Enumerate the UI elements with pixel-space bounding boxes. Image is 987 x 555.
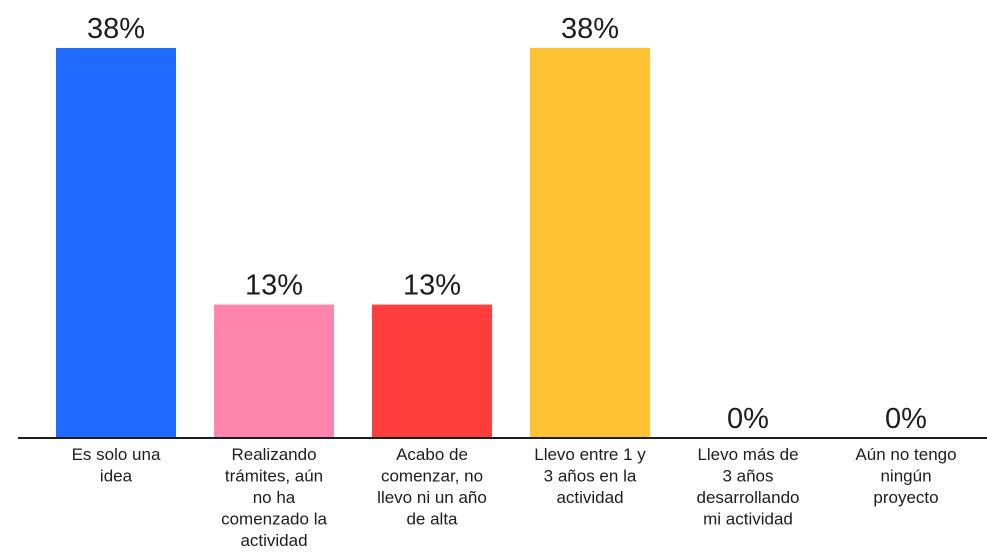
bar-4 — [530, 48, 650, 438]
value-label-1: 38% — [87, 13, 145, 45]
bars-layer — [56, 48, 650, 438]
category-labels-layer: Es solo una idea Realizando trámites, aún no… — [72, 445, 957, 550]
category-label-line: Llevo entre 1 y — [534, 445, 646, 464]
category-label-line: 3 años — [722, 467, 773, 486]
category-label-line: llevo ni un año — [377, 488, 487, 507]
category-label-1: Es solo una idea — [72, 445, 161, 486]
category-label-line: actividad — [556, 488, 623, 507]
category-label-3: Acabo de comenzar, no llevo ni un año de al… — [377, 445, 487, 529]
category-label-line: ningún — [880, 467, 931, 486]
category-label-6: Aún no tengo ningún proyecto — [855, 445, 956, 507]
category-label-4: Llevo entre 1 y 3 años en la actividad — [534, 445, 646, 507]
category-label-line: Es solo una — [72, 445, 161, 464]
bar-2 — [214, 304, 334, 438]
category-label-line: comenzar, no — [381, 467, 483, 486]
value-labels-layer: 38% 13% 13% 38% 0% 0% — [87, 13, 927, 435]
category-label-line: Aún no tengo — [855, 445, 956, 464]
value-label-2: 13% — [245, 270, 303, 302]
category-label-line: actividad — [240, 531, 307, 550]
value-label-6: 0% — [885, 403, 927, 435]
category-label-line: desarrollando — [696, 488, 799, 507]
category-label-line: comenzado la — [221, 510, 327, 529]
category-label-line: Realizando — [231, 445, 316, 464]
category-label-5: Llevo más de 3 años desarrollando mi activi… — [696, 445, 799, 529]
category-label-line: Llevo más de — [697, 445, 798, 464]
category-label-line: idea — [100, 467, 133, 486]
bar-3 — [372, 304, 492, 438]
value-label-4: 38% — [561, 13, 619, 45]
category-label-2: Realizando trámites, aún no ha comenzado la… — [221, 445, 327, 550]
category-label-line: no ha — [253, 488, 296, 507]
category-label-line: proyecto — [873, 488, 938, 507]
value-label-3: 13% — [403, 270, 461, 302]
bar-1 — [56, 48, 176, 438]
category-label-line: trámites, aún — [225, 467, 323, 486]
value-label-5: 0% — [727, 403, 769, 435]
category-label-line: mi actividad — [703, 510, 793, 529]
category-label-line: Acabo de — [396, 445, 468, 464]
category-label-line: 3 años en la — [544, 467, 637, 486]
category-label-line: de alta — [406, 510, 458, 529]
